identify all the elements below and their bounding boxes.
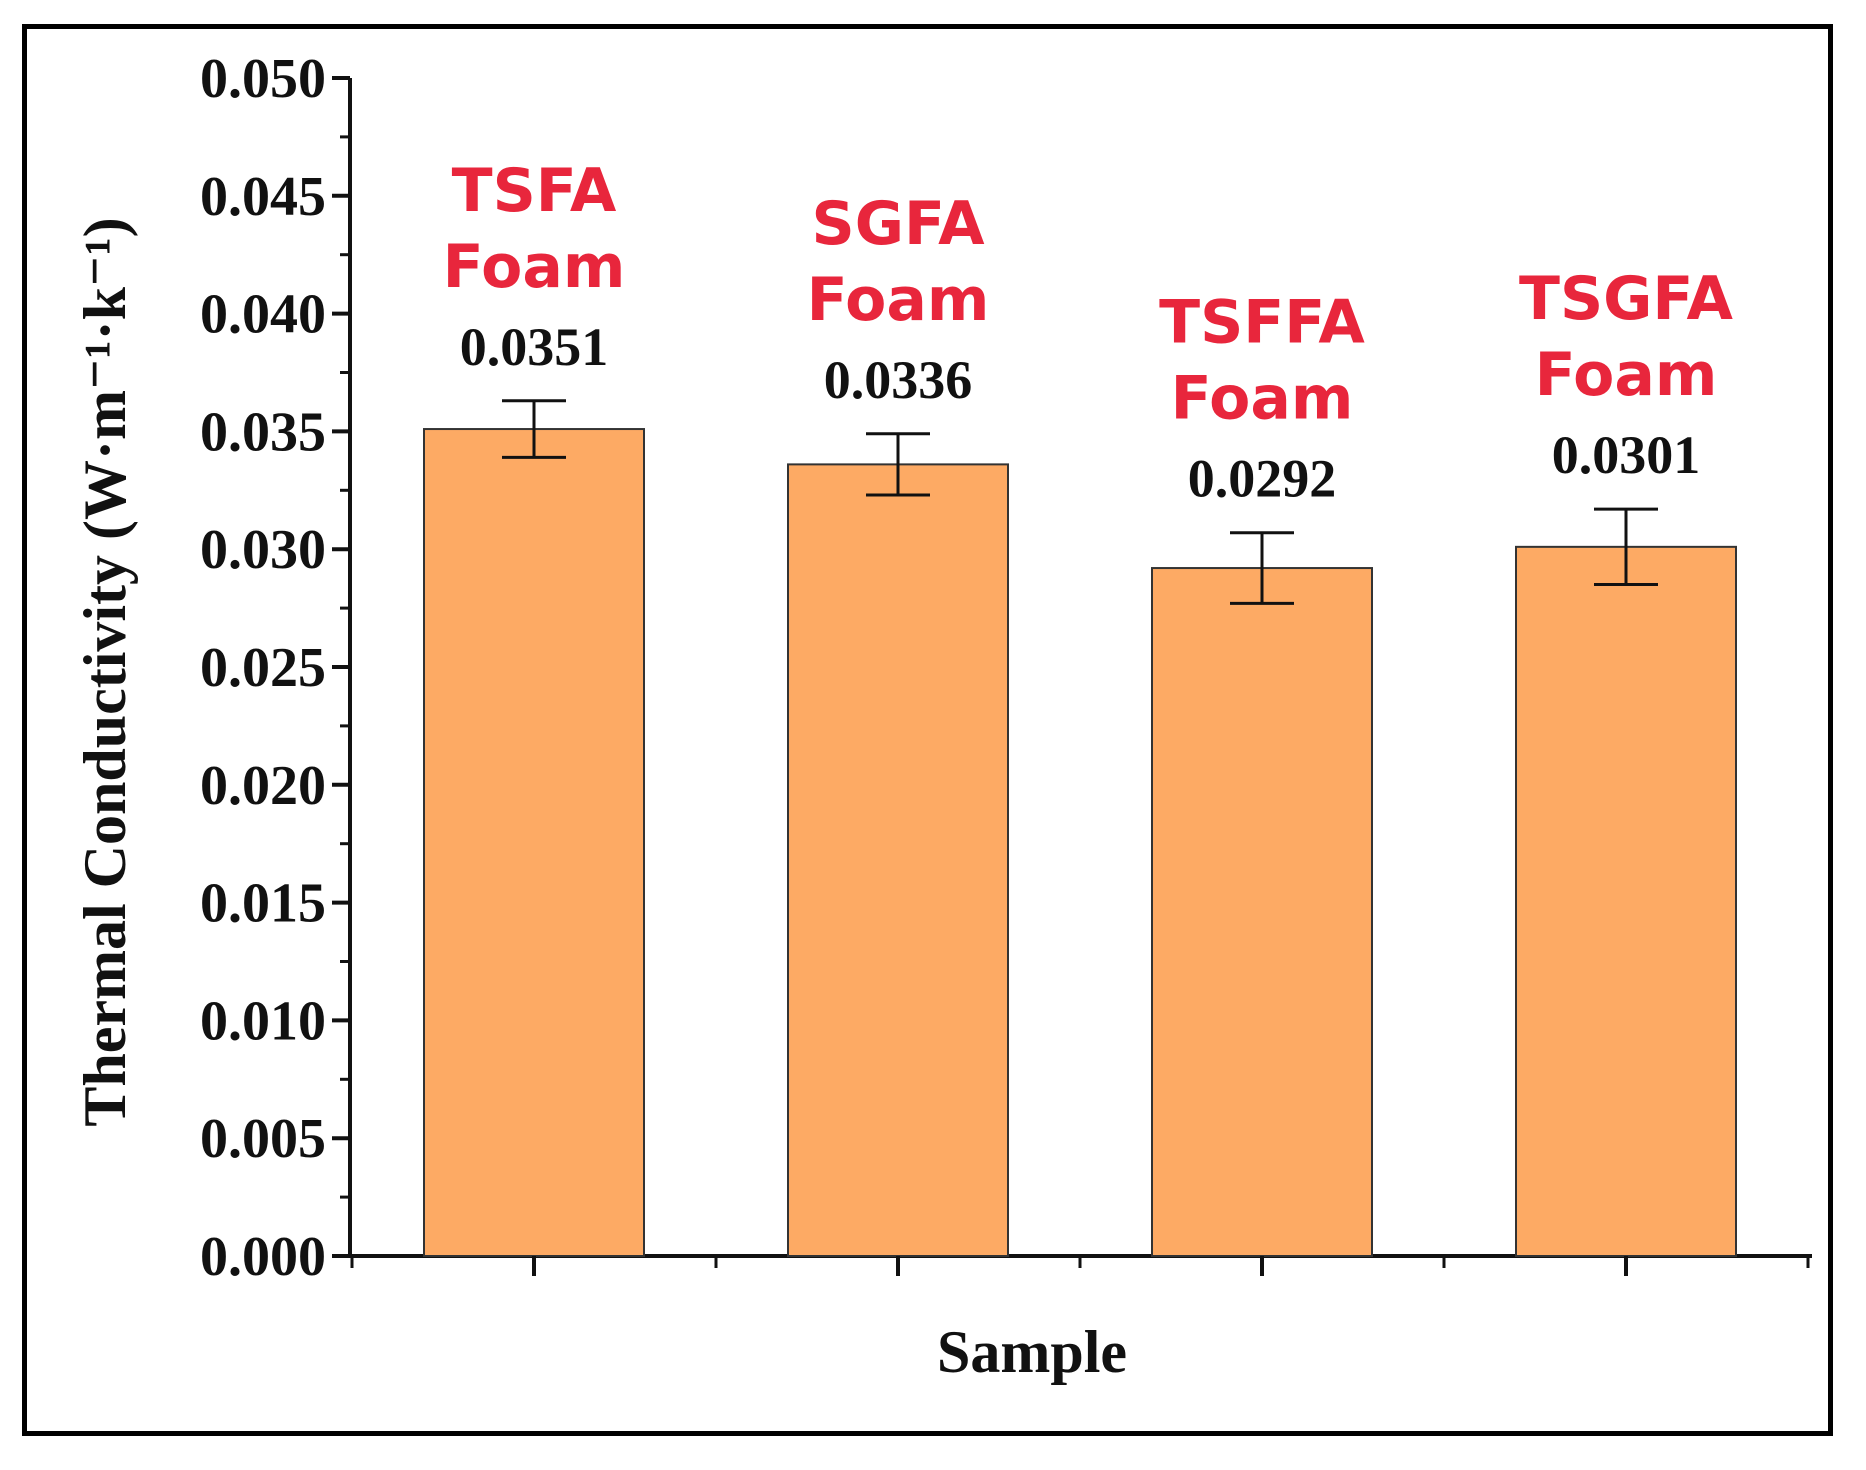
data-label: 0.0301	[1552, 425, 1701, 485]
category-label: TSGFA	[1519, 264, 1733, 334]
plot-area: 0.000 0.005 0.010 0.015 0.020 0.025 0.030 0.035…	[200, 48, 1812, 1288]
y-tick-label: 0.050	[200, 48, 326, 110]
y-tick-label: 0.020	[200, 755, 326, 817]
category-label: SGFA	[812, 189, 986, 259]
data-label: 0.0292	[1188, 449, 1337, 509]
x-axis-title: Sample	[937, 1319, 1127, 1385]
y-tick-label: 0.040	[200, 284, 326, 346]
y-tick-label: 0.030	[200, 519, 326, 581]
bar	[423, 428, 645, 1257]
category-label: Foam	[1535, 340, 1718, 410]
y-tick-label: 0.010	[200, 990, 326, 1052]
bar	[787, 463, 1009, 1258]
y-tick-label: 0.015	[200, 873, 326, 935]
category-label: Foam	[1171, 364, 1354, 434]
category-label: Foam	[807, 265, 990, 335]
y-tick-label: 0.035	[200, 401, 326, 463]
bar	[1515, 545, 1737, 1257]
y-tick-label: 0.000	[200, 1226, 326, 1288]
bar	[1151, 567, 1373, 1257]
y-tick-label: 0.045	[200, 166, 326, 228]
y-tick-label: 0.025	[200, 637, 326, 699]
data-label: 0.0336	[824, 350, 973, 410]
category-label: TSFA	[452, 156, 617, 226]
category-label: TSFFA	[1159, 288, 1365, 358]
data-label: 0.0351	[460, 317, 609, 377]
y-axis-title: Thermal Conductivity (W·m⁻¹·k⁻¹)	[72, 217, 138, 1126]
category-label: Foam	[443, 232, 626, 302]
y-tick-label: 0.005	[200, 1108, 326, 1170]
